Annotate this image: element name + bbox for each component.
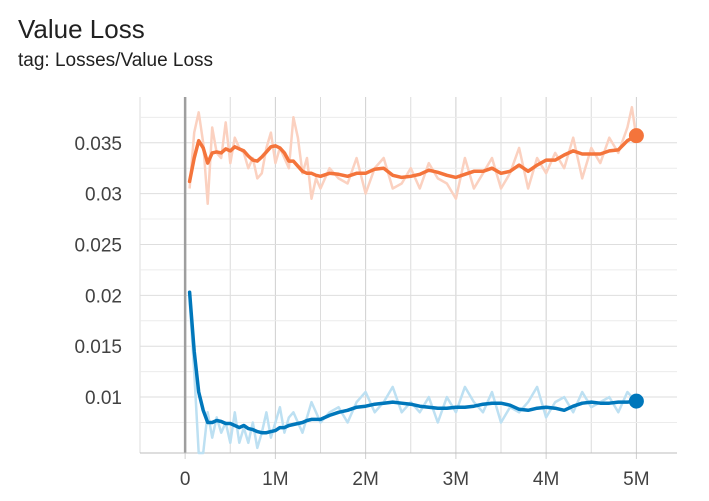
series-1-smoothed-line: [187, 290, 639, 435]
chart-title: Value Loss: [18, 14, 145, 44]
y-tick-label: 0.01: [85, 388, 122, 409]
y-tick-label: 0.02: [85, 286, 122, 307]
y-tick-label: 0.025: [74, 235, 122, 256]
tick-labels: 0.01 0.015 0.02 0.025 0.03 0.035 0 1M 2M 3M 4M 5M: [74, 134, 649, 490]
x-tick-label: 3M: [443, 469, 469, 490]
x-tick-label: 5M: [623, 469, 649, 490]
x-tick-label: 4M: [533, 469, 559, 490]
axes: [140, 97, 677, 454]
series-1-raw-line: [188, 300, 638, 455]
raw-series-layer: [188, 105, 638, 455]
end-markers: [628, 128, 644, 409]
y-tick-label: 0.015: [74, 337, 122, 358]
x-tick-label: 0: [180, 469, 191, 490]
x-tick-label: 2M: [352, 469, 378, 490]
x-tick-label: 1M: [262, 469, 288, 490]
series-0-smoothed-line: [187, 133, 639, 184]
y-tick-label: 0.035: [74, 134, 122, 155]
series-0-raw-line: [188, 105, 638, 206]
series-1-end-marker[interactable]: [628, 393, 644, 409]
chart-tag-subtitle: tag: Losses/Value Loss: [18, 50, 214, 71]
series-0-end-marker[interactable]: [628, 128, 644, 144]
smoothed-series-layer: [187, 133, 639, 435]
y-tick-label: 0.03: [85, 185, 122, 206]
